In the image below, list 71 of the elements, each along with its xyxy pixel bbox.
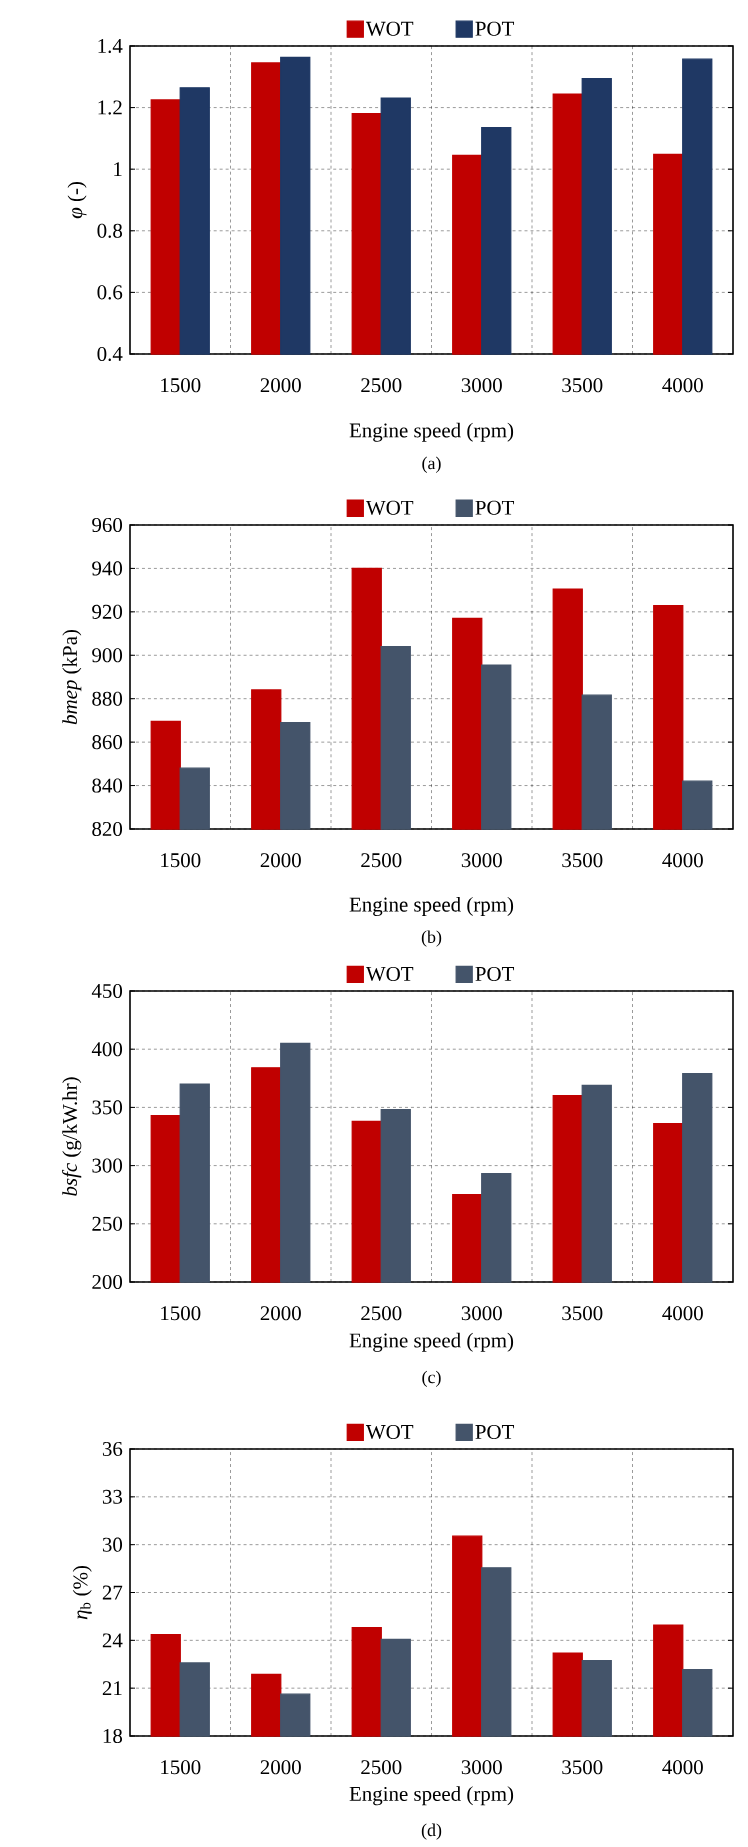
x-tick-label: 2500 xyxy=(361,853,402,868)
legend-label: WOT xyxy=(365,21,414,36)
x-tick-label: 3000 xyxy=(461,853,502,868)
x-tick-label: 4000 xyxy=(662,378,703,393)
x-axis-title: Engine speed (rpm) xyxy=(349,896,514,916)
x-tick-label: 2000 xyxy=(260,1306,301,1321)
text: (a) xyxy=(422,456,441,473)
x-axis-title: Engine speed (rpm) xyxy=(349,422,514,442)
y-tick-label: 840 xyxy=(92,778,123,793)
x-tick-label: 2000 xyxy=(260,853,301,868)
y-axis-title: bmep (kPa) xyxy=(62,629,82,725)
legend-label: POT xyxy=(475,1424,515,1440)
y-tick-label: 350 xyxy=(92,1100,123,1115)
y-tick-label: 300 xyxy=(92,1158,123,1173)
y-axis-title: bsfc (g/kW.hr) xyxy=(62,1077,82,1196)
x-tick-label: 3000 xyxy=(461,378,502,393)
x-tick-label: 3500 xyxy=(562,1306,603,1321)
legend-label: POT xyxy=(475,21,515,36)
x-tick-label: 3000 xyxy=(461,1760,502,1775)
y-tick-label: 21 xyxy=(102,1681,122,1696)
x-tick-label: 3500 xyxy=(562,853,603,868)
y-tick-label: 0.6 xyxy=(97,285,123,300)
x-tick-label: 4000 xyxy=(662,1306,703,1321)
x-tick-label: 2500 xyxy=(361,1306,402,1321)
x-tick-label: 1500 xyxy=(161,1306,201,1321)
y-tick-label: 18 xyxy=(103,1728,123,1744)
legend-label: WOT xyxy=(365,500,414,515)
x-tick-label: 2000 xyxy=(260,378,301,393)
y-tick-label: 0.8 xyxy=(97,223,123,238)
y-tick-label: 820 xyxy=(92,821,123,837)
x-tick-label: 4000 xyxy=(662,1760,703,1775)
x-tick-label: 4000 xyxy=(662,853,703,868)
text: (b) xyxy=(421,930,442,947)
x-tick-label: 3500 xyxy=(562,378,603,393)
y-tick-label: 400 xyxy=(91,1042,123,1057)
legend-label: POT xyxy=(475,966,515,981)
y-tick-label: 250 xyxy=(92,1216,123,1231)
y-tick-label: 200 xyxy=(92,1274,123,1290)
y-axis-title: φ (-) xyxy=(67,182,87,219)
y-tick-label: 900 xyxy=(92,648,123,663)
x-tick-label: 1500 xyxy=(161,1760,201,1775)
x-tick-label: 1500 xyxy=(161,853,201,868)
x-tick-label: 3500 xyxy=(562,1760,603,1775)
legend-label: WOT xyxy=(365,966,414,982)
legend-label: POT xyxy=(475,500,515,515)
y-tick-label: 36 xyxy=(102,1441,123,1457)
y-tick-label: 1.4 xyxy=(98,38,123,54)
y-tick-label: 450 xyxy=(91,983,123,999)
text: (d) xyxy=(421,1823,442,1840)
x-tick-label: 2000 xyxy=(260,1760,301,1775)
y-tick-label: 33 xyxy=(102,1489,123,1504)
y-tick-label: 860 xyxy=(92,735,123,750)
x-tick-label: 2500 xyxy=(361,1760,402,1775)
y-tick-label: 1 xyxy=(114,162,122,177)
y-tick-label: 880 xyxy=(92,691,123,706)
y-tick-label: 0.4 xyxy=(97,346,123,362)
text: (c) xyxy=(422,1370,441,1387)
y-tick-label: 960 xyxy=(92,517,123,533)
x-tick-label: 1500 xyxy=(161,378,201,393)
y-tick-label: 27 xyxy=(102,1585,123,1600)
y-tick-label: 940 xyxy=(92,561,123,576)
y-tick-label: 24 xyxy=(102,1633,123,1648)
x-axis-title: Engine speed (rpm) xyxy=(349,1786,514,1806)
y-tick-label: 1.2 xyxy=(98,100,122,115)
legend-label: WOT xyxy=(365,1424,414,1440)
y-tick-label: 30 xyxy=(102,1537,123,1552)
x-tick-label: 3000 xyxy=(461,1306,502,1321)
x-tick-label: 2500 xyxy=(361,378,402,393)
y-tick-label: 920 xyxy=(92,604,123,619)
x-axis-title: Engine speed (rpm) xyxy=(349,1332,514,1352)
y-axis-title: η$_{b}$ (%) xyxy=(72,1566,92,1620)
